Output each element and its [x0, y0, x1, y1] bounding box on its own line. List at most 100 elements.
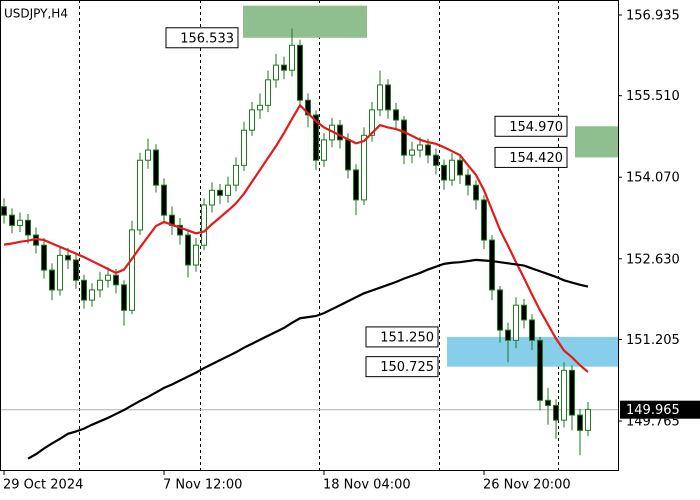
price-zone	[243, 5, 367, 38]
candle-body	[425, 144, 431, 156]
zone-label: 154.970	[509, 120, 563, 135]
candle-body	[233, 164, 239, 186]
candle-body	[297, 44, 303, 101]
candle-body	[249, 109, 255, 131]
candle-body	[41, 244, 47, 271]
candle-body	[449, 159, 455, 181]
plot-layer: 156.533 154.970 154.420 151.250 150.725	[0, 5, 618, 460]
candle-body	[561, 369, 567, 421]
x-tick-label: 26 Nov 20:00	[483, 478, 571, 493]
last-price-label: 149.965	[626, 403, 680, 418]
moving-average-line	[3, 103, 589, 373]
candle-body	[521, 304, 527, 321]
candle-body	[537, 339, 543, 401]
plot-frame	[0, 0, 619, 471]
candle-body	[385, 84, 391, 111]
candle-body	[529, 319, 535, 341]
candle-body	[545, 399, 551, 406]
x-tick-label: 18 Nov 04:00	[323, 478, 411, 493]
candle-body	[353, 169, 359, 201]
candle-body	[137, 159, 143, 231]
candle-body	[153, 149, 159, 186]
y-tick-label: 152.630	[626, 252, 680, 267]
candle-body	[113, 274, 119, 286]
candle-body	[433, 154, 439, 166]
candle-body	[505, 329, 511, 341]
candle-body	[313, 114, 319, 161]
candle-body	[121, 284, 127, 311]
candle-body	[241, 129, 247, 166]
candle-body	[273, 64, 279, 81]
candle-body	[569, 369, 575, 416]
candle-body	[409, 149, 415, 156]
moving-average-line	[27, 258, 589, 460]
x-tick-label: 7 Nov 12:00	[163, 478, 242, 493]
candle-body	[81, 279, 87, 301]
candle-body	[201, 204, 207, 246]
candle-body	[161, 184, 167, 216]
candle-body	[305, 99, 311, 116]
zone-label-box	[494, 146, 568, 168]
candle-body	[417, 144, 423, 151]
candle-body	[497, 289, 503, 331]
candle-body	[209, 189, 215, 206]
candle-body	[337, 124, 343, 141]
y-tick-label: 155.510	[626, 89, 680, 104]
candle-body	[441, 164, 447, 181]
candle-body	[89, 289, 95, 301]
candle-body	[9, 214, 15, 226]
candle-body	[193, 244, 199, 266]
y-tick-label: 156.935	[626, 9, 680, 24]
zone-label: 156.533	[180, 31, 234, 46]
candle-body	[513, 304, 519, 341]
candle-body	[145, 149, 151, 161]
candle-body	[465, 174, 471, 186]
zone-label: 154.420	[509, 151, 563, 166]
candle-body	[457, 159, 463, 176]
zone-label: 151.250	[380, 330, 434, 345]
candle-body	[345, 139, 351, 171]
last-price-box	[620, 400, 700, 419]
price-zone	[575, 126, 618, 158]
candle-body	[481, 199, 487, 241]
candle-body	[361, 134, 367, 201]
candle-body	[49, 269, 55, 291]
y-tick-label: 154.070	[626, 171, 680, 186]
zone-label-box	[494, 115, 568, 137]
candle-body	[217, 189, 223, 196]
zone-label-box	[365, 326, 439, 348]
candle-body	[393, 109, 399, 121]
candle-body	[73, 259, 79, 281]
candle-body	[553, 404, 559, 421]
candle-body	[105, 274, 111, 281]
candle-body	[585, 408, 591, 431]
candle-body	[97, 279, 103, 291]
candle-body	[401, 119, 407, 156]
candle-body	[281, 64, 287, 71]
candle-body	[369, 109, 375, 136]
candle-body	[177, 224, 183, 236]
candle-body	[473, 184, 479, 201]
candle-body	[17, 219, 23, 226]
candle-body	[377, 84, 383, 111]
candle-body	[57, 254, 63, 291]
candle-body	[185, 234, 191, 266]
y-tick-label: 151.205	[626, 333, 680, 348]
zone-label-box	[165, 27, 239, 49]
chart-title: USDJPY,H4	[4, 7, 68, 21]
candle-body	[265, 79, 271, 106]
x-tick-label: 29 Oct 2024	[3, 478, 83, 493]
candle-body	[489, 239, 495, 291]
candle-body	[129, 229, 135, 311]
candle-body	[577, 414, 583, 431]
candle-body	[225, 184, 231, 196]
candle-body	[25, 219, 31, 236]
candle-body	[289, 44, 295, 71]
candle-body	[1, 206, 7, 216]
candle-body	[321, 139, 327, 161]
zone-label: 150.725	[380, 360, 434, 375]
candle-body	[65, 254, 71, 261]
zone-label-box	[365, 356, 439, 378]
